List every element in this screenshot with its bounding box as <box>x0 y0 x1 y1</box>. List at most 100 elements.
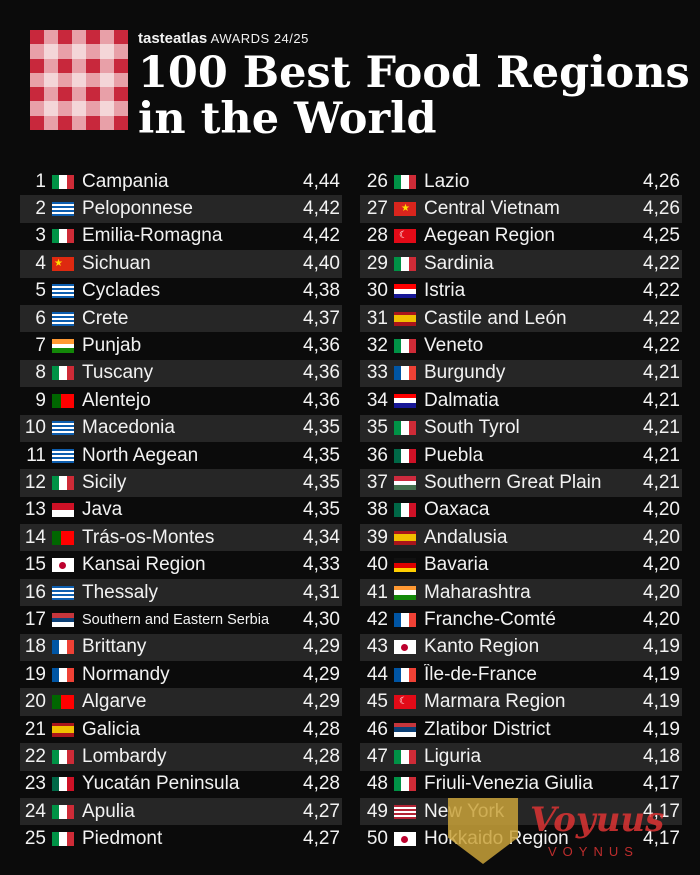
score-value: 4,20 <box>643 526 680 548</box>
score-value: 4,35 <box>303 417 340 439</box>
list-item: 2 Peloponnese 4,42 <box>20 195 342 223</box>
score-value: 4,17 <box>643 773 680 795</box>
japan-flag-icon <box>394 640 416 655</box>
region-name: Zlatibor District <box>424 718 551 740</box>
watermark-subtext: VOYNUS <box>548 844 639 859</box>
score-value: 4,29 <box>303 691 340 713</box>
rank-number: 37 <box>366 471 388 493</box>
brand-line: tasteatlas AWARDS 24/25 <box>138 30 309 47</box>
list-item: 7 Punjab 4,36 <box>20 332 342 359</box>
mexico-flag-icon <box>394 448 416 463</box>
france-flag-icon <box>52 640 74 655</box>
region-name: Emilia-Romagna <box>82 225 223 247</box>
china-flag-icon: ★ <box>52 256 74 271</box>
region-name: Yucatán Peninsula <box>82 773 240 795</box>
score-value: 4,42 <box>303 198 340 220</box>
greece-flag-icon <box>52 284 74 299</box>
region-name: Maharashtra <box>424 581 531 603</box>
region-name: Central Vietnam <box>424 198 560 220</box>
score-value: 4,19 <box>643 636 680 658</box>
rank-number: 33 <box>366 362 388 384</box>
score-value: 4,36 <box>303 335 340 357</box>
list-item: 33 Burgundy 4,21 <box>360 359 682 388</box>
region-name: Cyclades <box>82 280 161 302</box>
list-item: 44 Île-de-France 4,19 <box>360 661 682 688</box>
score-value: 4,26 <box>643 170 680 192</box>
score-value: 4,28 <box>303 745 340 767</box>
score-value: 4,37 <box>303 307 340 329</box>
rank-number: 48 <box>366 773 388 795</box>
list-item: 28 ☾ Aegean Region 4,25 <box>360 223 682 250</box>
rank-number: 42 <box>366 608 388 630</box>
spain-flag-icon <box>394 530 416 545</box>
score-value: 4,35 <box>303 444 340 466</box>
portugal-flag-icon <box>52 695 74 710</box>
list-item: 42 Franche-Comté 4,20 <box>360 606 682 633</box>
watermark-text: Voyuus <box>530 800 665 840</box>
portugal-flag-icon <box>52 393 74 408</box>
region-name: Normandy <box>82 663 170 685</box>
list-item: 20 Algarve 4,29 <box>20 688 342 716</box>
croatia-flag-icon <box>394 393 416 408</box>
list-item: 19 Normandy 4,29 <box>20 661 342 688</box>
rank-number: 21 <box>24 718 46 740</box>
list-item: 24 Apulia 4,27 <box>20 797 342 826</box>
rank-number: 14 <box>24 526 46 548</box>
india-flag-icon <box>394 585 416 600</box>
list-item: 3 Emilia-Romagna 4,42 <box>20 223 342 250</box>
list-item: 15 Kansai Region 4,33 <box>20 551 342 578</box>
rank-number: 1 <box>35 170 46 192</box>
list-item: 13 Java 4,35 <box>20 497 342 524</box>
rank-number: 36 <box>366 444 388 466</box>
rank-number: 17 <box>24 608 46 630</box>
page-title: 100 Best Food Regions in the World <box>138 50 698 142</box>
score-value: 4,35 <box>303 499 340 521</box>
italy-flag-icon <box>394 421 416 436</box>
list-item: 36 Puebla 4,21 <box>360 442 682 469</box>
italy-flag-icon <box>52 366 74 381</box>
region-name: Apulia <box>82 800 135 822</box>
region-name: Punjab <box>82 335 142 357</box>
score-value: 4,21 <box>643 417 680 439</box>
list-item: 4 ★ Sichuan 4,40 <box>20 250 342 278</box>
spain-flag-icon <box>52 722 74 737</box>
score-value: 4,26 <box>643 198 680 220</box>
italy-flag-icon <box>394 777 416 792</box>
italy-flag-icon <box>394 256 416 271</box>
rank-number: 16 <box>24 581 46 603</box>
serbia-flag-icon <box>394 722 416 737</box>
awards-label: AWARDS 24/25 <box>210 31 309 46</box>
score-value: 4,20 <box>643 499 680 521</box>
region-name: Kanto Region <box>424 636 540 658</box>
list-item: 43 Kanto Region 4,19 <box>360 633 682 662</box>
region-name: Peloponnese <box>82 198 193 220</box>
rank-number: 40 <box>366 554 388 576</box>
region-name: Puebla <box>424 444 484 466</box>
score-value: 4,19 <box>643 718 680 740</box>
france-flag-icon <box>394 612 416 627</box>
header: tasteatlas AWARDS 24/25 100 Best Food Re… <box>0 0 700 165</box>
region-name: Lazio <box>424 170 470 192</box>
rank-number: 44 <box>366 663 388 685</box>
rank-number: 29 <box>366 252 388 274</box>
region-name: Marmara Region <box>424 691 566 713</box>
region-name: Algarve <box>82 691 147 713</box>
region-name: Sichuan <box>82 252 151 274</box>
region-name: Macedonia <box>82 417 175 439</box>
rank-number: 6 <box>35 307 46 329</box>
list-item: 1 Campania 4,44 <box>20 168 342 195</box>
italy-flag-icon <box>52 174 74 189</box>
rank-number: 50 <box>366 828 388 850</box>
rank-number: 39 <box>366 526 388 548</box>
score-value: 4,31 <box>303 581 340 603</box>
region-name: Alentejo <box>82 389 151 411</box>
region-name: Dalmatia <box>424 389 499 411</box>
rank-number: 5 <box>35 280 46 302</box>
turkey-flag-icon: ☾ <box>394 695 416 710</box>
score-value: 4,22 <box>643 307 680 329</box>
usa-flag-icon <box>394 804 416 819</box>
india-flag-icon <box>52 339 74 354</box>
rank-number: 13 <box>24 499 46 521</box>
list-item: 32 Veneto 4,22 <box>360 332 682 359</box>
region-name: Aegean Region <box>424 225 555 247</box>
